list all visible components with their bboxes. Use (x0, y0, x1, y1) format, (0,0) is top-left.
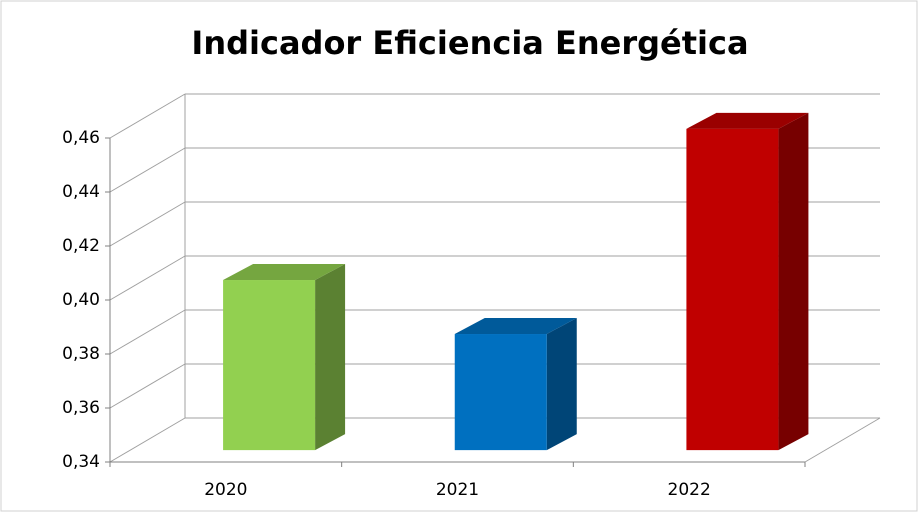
bar-top (223, 264, 346, 281)
x-tick-label: 2022 (668, 480, 711, 500)
bar-top (686, 112, 809, 129)
bar-side (315, 264, 346, 451)
grid-line (109, 417, 186, 463)
y-tick-label: 0,36 (62, 398, 100, 418)
grid-line (109, 93, 186, 139)
y-tick-label: 0,34 (62, 452, 100, 472)
bar-side (778, 112, 809, 451)
bar-top (454, 318, 577, 335)
y-tick-label: 0,38 (62, 344, 100, 364)
bar (223, 280, 316, 451)
grid-line (109, 309, 186, 355)
grid-line (109, 255, 186, 301)
bar-side (546, 318, 577, 451)
bar (454, 334, 547, 451)
x-tick-label: 2021 (436, 480, 479, 500)
bar (686, 128, 779, 451)
y-tick-label: 0,46 (62, 128, 100, 148)
floor-right (804, 417, 881, 463)
grid-line (109, 201, 186, 247)
x-tick-label: 2020 (204, 480, 247, 500)
y-tick-label: 0,40 (62, 290, 100, 310)
grid-line (109, 147, 186, 193)
y-tick-label: 0,44 (62, 182, 100, 202)
chart-title: Indicador Eficiencia Energética (191, 24, 748, 62)
y-tick-label: 0,42 (62, 236, 100, 256)
grid-line (109, 363, 186, 409)
